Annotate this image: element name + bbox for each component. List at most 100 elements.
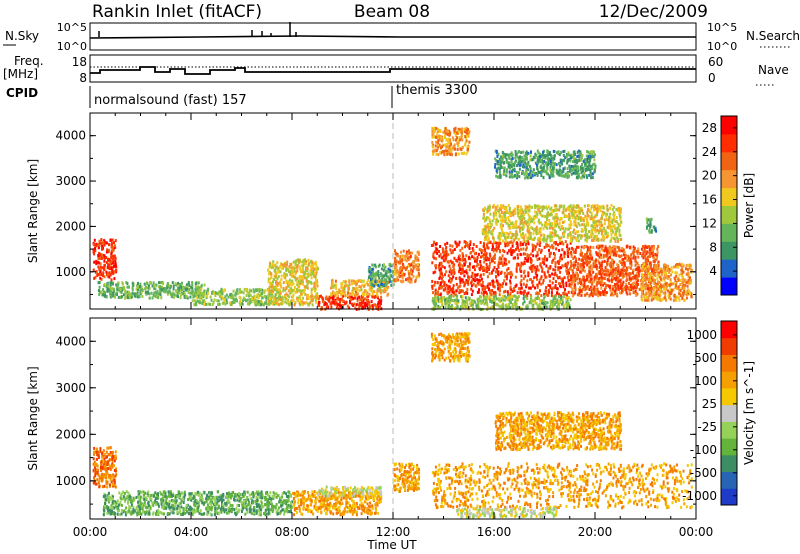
power-cell bbox=[625, 283, 628, 287]
power-cell bbox=[231, 300, 234, 304]
power-cell bbox=[609, 271, 612, 275]
power-cell bbox=[631, 251, 634, 255]
power-cell bbox=[124, 292, 127, 296]
power-cell bbox=[312, 270, 314, 273]
power-cell bbox=[597, 229, 600, 233]
power-cell bbox=[580, 281, 583, 285]
power-cell bbox=[484, 251, 487, 255]
power-cell bbox=[236, 292, 239, 296]
power-cell bbox=[468, 255, 471, 259]
power-cell bbox=[483, 302, 486, 306]
power-cell bbox=[558, 208, 561, 212]
power-cell bbox=[570, 282, 573, 286]
power-cell bbox=[102, 290, 105, 294]
power-cell bbox=[547, 244, 550, 248]
power-cell bbox=[298, 265, 301, 269]
power-cell bbox=[677, 296, 680, 300]
power-cell bbox=[644, 257, 647, 261]
power-cell bbox=[94, 275, 97, 279]
power-cell bbox=[367, 278, 370, 282]
power-cell bbox=[119, 290, 122, 294]
power-cell bbox=[664, 276, 667, 279]
power-cell bbox=[267, 303, 270, 307]
power-cell bbox=[97, 265, 100, 269]
power-cell bbox=[566, 245, 568, 249]
power-cell bbox=[351, 292, 353, 296]
power-cell bbox=[493, 216, 495, 220]
power-cell bbox=[291, 295, 294, 299]
power-cell bbox=[166, 286, 169, 290]
power-cell bbox=[320, 294, 322, 298]
power-cell bbox=[100, 291, 103, 295]
power-cell bbox=[148, 292, 151, 296]
power-cell bbox=[99, 253, 102, 257]
power-cell bbox=[161, 285, 164, 289]
power-cell bbox=[632, 291, 635, 295]
power-cell bbox=[602, 290, 604, 294]
power-cell bbox=[239, 290, 242, 294]
power-cell bbox=[505, 243, 508, 247]
power-cell bbox=[637, 264, 640, 268]
power-cell bbox=[589, 260, 591, 264]
power-cell bbox=[563, 220, 566, 224]
power-cell bbox=[300, 264, 303, 268]
power-cell bbox=[464, 257, 467, 261]
power-cell bbox=[292, 260, 295, 264]
power-cell bbox=[371, 279, 374, 283]
power-cell bbox=[297, 261, 300, 265]
power-cell bbox=[472, 249, 475, 253]
power-cell bbox=[100, 256, 103, 260]
power-cell bbox=[352, 297, 354, 301]
power-cell bbox=[640, 284, 643, 288]
power-cell bbox=[485, 235, 487, 239]
power-cell bbox=[606, 259, 609, 262]
power-cell bbox=[153, 287, 156, 291]
power-cell bbox=[353, 279, 355, 283]
power-cell bbox=[585, 245, 588, 249]
power-cell bbox=[385, 269, 388, 273]
power-cell bbox=[102, 274, 104, 278]
power-cell bbox=[556, 305, 559, 309]
power-cell bbox=[479, 266, 482, 270]
power-cell bbox=[114, 246, 117, 249]
power-cell bbox=[612, 271, 615, 275]
power-cell bbox=[330, 293, 333, 297]
power-cell bbox=[495, 249, 498, 253]
power-cell bbox=[612, 293, 615, 297]
power-cell bbox=[519, 287, 521, 291]
power-cell bbox=[401, 259, 404, 263]
power-cell bbox=[222, 289, 225, 293]
power-cell bbox=[293, 303, 296, 307]
power-cell bbox=[111, 238, 114, 242]
power-cell bbox=[331, 292, 334, 296]
power-cell bbox=[593, 291, 596, 295]
power-cell bbox=[678, 273, 681, 277]
power-cell bbox=[405, 266, 408, 270]
power-cell bbox=[302, 270, 304, 274]
power-cell bbox=[576, 293, 579, 297]
power-cell bbox=[436, 251, 439, 255]
power-cell bbox=[507, 294, 510, 298]
power-cell bbox=[408, 272, 411, 276]
power-cell bbox=[449, 244, 452, 248]
power-cell bbox=[541, 209, 544, 213]
power-cell bbox=[201, 291, 203, 295]
power-cell bbox=[519, 281, 522, 285]
power-cell bbox=[387, 270, 390, 274]
power-cell bbox=[664, 263, 667, 267]
power-cell bbox=[131, 286, 134, 290]
power-cell bbox=[203, 303, 205, 306]
power-cell bbox=[648, 267, 651, 271]
power-cell bbox=[582, 286, 585, 290]
power-cell bbox=[95, 271, 98, 275]
power-cell bbox=[386, 281, 389, 285]
power-cell bbox=[333, 302, 336, 306]
power-cell bbox=[520, 233, 522, 237]
power-cell bbox=[127, 285, 130, 289]
power-cell bbox=[280, 274, 283, 278]
power-cell bbox=[641, 280, 644, 284]
power-cell bbox=[538, 244, 541, 247]
power-cell bbox=[107, 284, 110, 288]
power-cell bbox=[430, 244, 433, 247]
power-cell bbox=[455, 289, 458, 293]
